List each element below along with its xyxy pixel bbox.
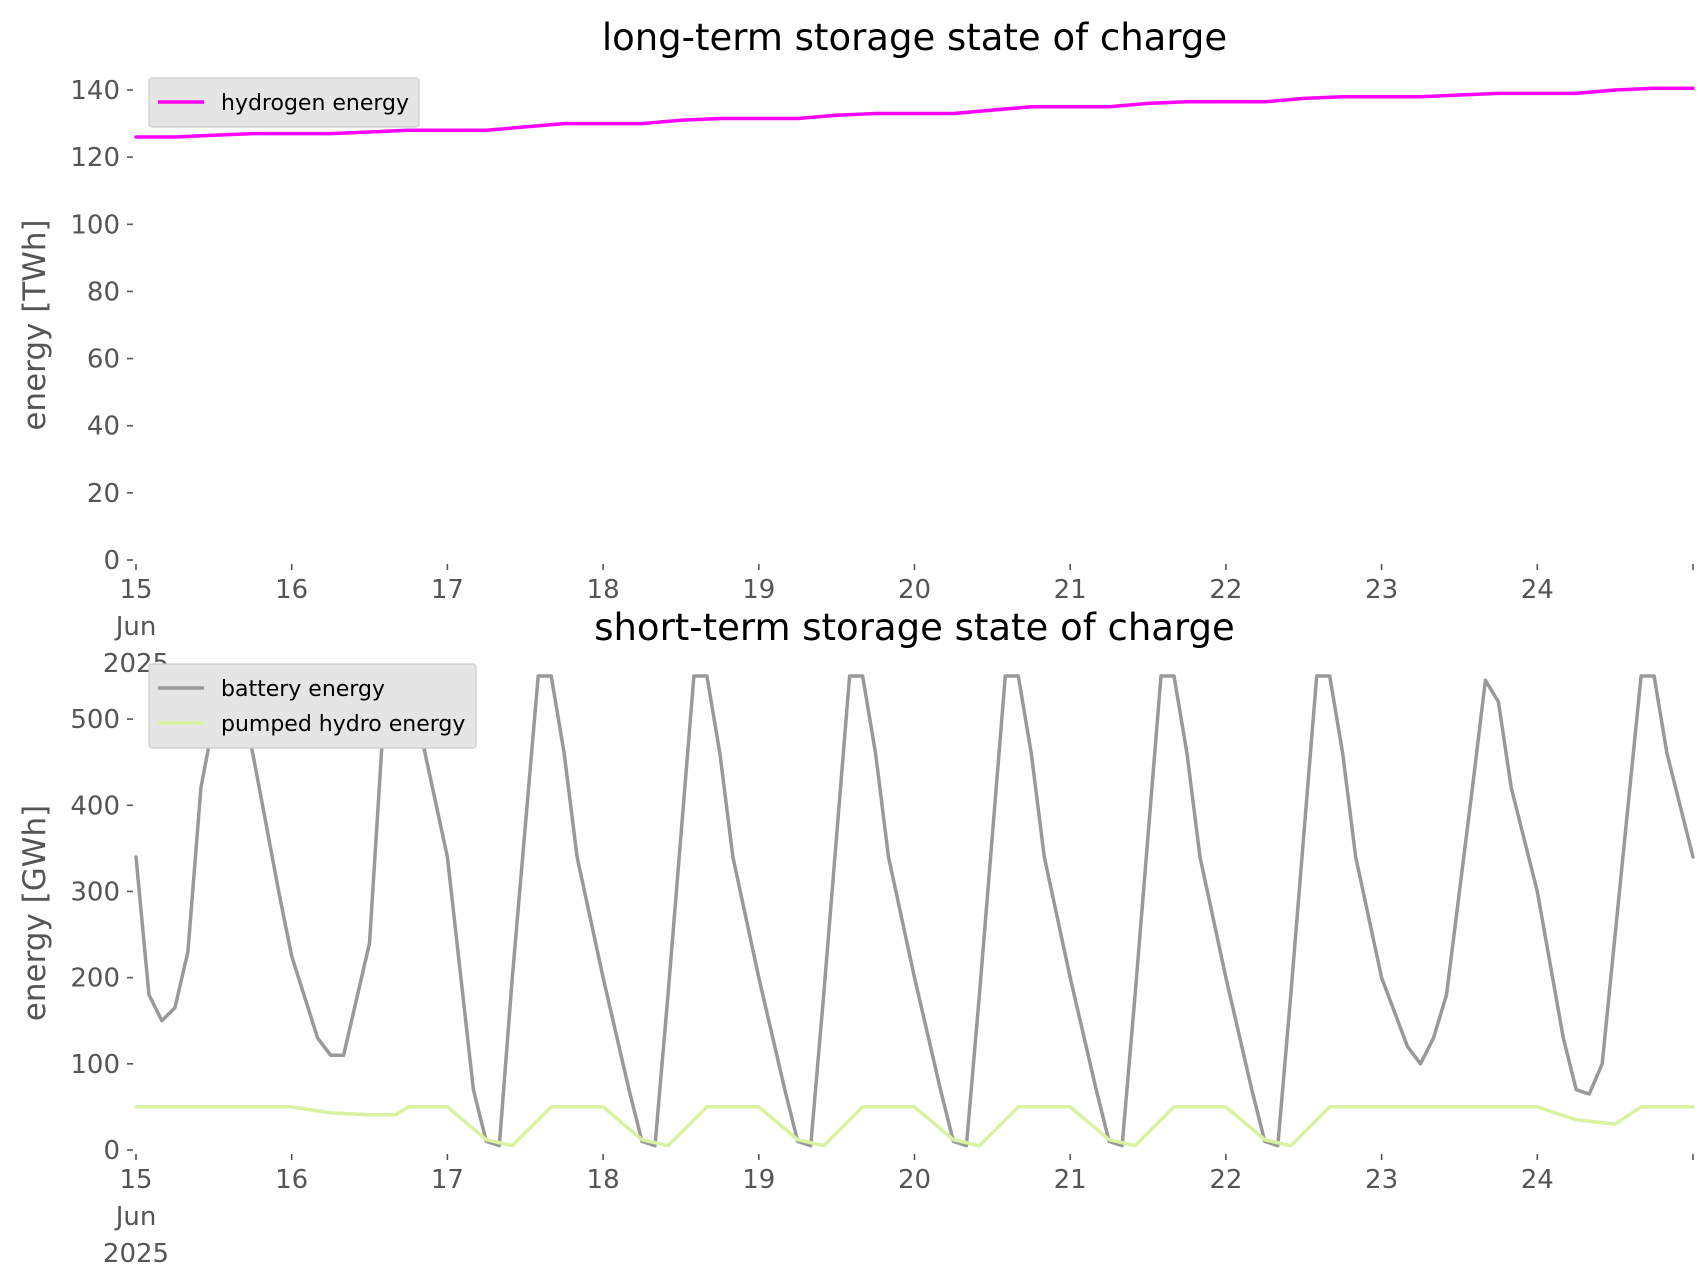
- x-tick-label: 22: [1209, 1165, 1242, 1195]
- x-tick-label: 21: [1054, 575, 1087, 605]
- x-tick-label: 20: [898, 1165, 931, 1195]
- x-tick-label: 23: [1365, 575, 1398, 605]
- series-line-battery-energy: [134, 674, 1695, 1148]
- x-tick-label: 17: [431, 1165, 464, 1195]
- legend-label: pumped hydro energy: [221, 712, 465, 737]
- series-line-pumped-hydro-energy: [134, 1105, 1695, 1148]
- legend: [148, 77, 420, 128]
- x-tick-label: 16: [275, 1165, 308, 1195]
- y-axis-label: energy [GWh]: [17, 805, 53, 1021]
- x-tick-label: Jun: [114, 612, 157, 642]
- y-tick-label: 200: [70, 964, 120, 994]
- x-tick-label: 22: [1209, 575, 1242, 605]
- y-tick-label: 300: [70, 877, 120, 907]
- y-tick-label: 140: [70, 76, 120, 106]
- y-axis-label: energy [TWh]: [17, 219, 53, 430]
- long-term-chart: long-term storage state of charge energy …: [17, 16, 1695, 679]
- x-tick-label: 20: [898, 575, 931, 605]
- x-tick-label: 15: [119, 1165, 152, 1195]
- y-tick-label: 120: [70, 143, 120, 173]
- chart-title: long-term storage state of charge: [602, 16, 1227, 59]
- x-tick-label: 18: [587, 1165, 620, 1195]
- short-term-chart: short-term storage state of charge energy…: [17, 606, 1695, 1269]
- x-tick-label: 16: [275, 575, 308, 605]
- x-tick-label: 15: [119, 575, 152, 605]
- y-tick-label: 40: [87, 412, 120, 442]
- series-line-hydrogen-energy: [134, 86, 1695, 139]
- legend: [148, 663, 477, 749]
- y-tick-label: 400: [70, 791, 120, 821]
- y-tick-label: 0: [103, 1136, 120, 1166]
- y-tick-label: 100: [70, 1050, 120, 1080]
- x-tick-label: 24: [1521, 1165, 1554, 1195]
- y-tick-label: 0: [103, 546, 120, 576]
- x-tick-label: 18: [587, 575, 620, 605]
- x-tick-label: 2025: [103, 1239, 169, 1269]
- chart-title: short-term storage state of charge: [594, 606, 1235, 649]
- y-tick-label: 80: [87, 277, 120, 307]
- y-tick-label: 100: [70, 210, 120, 240]
- x-tick-label: 19: [742, 575, 775, 605]
- y-tick-label: 500: [70, 705, 120, 735]
- legend-label: hydrogen energy: [221, 91, 409, 116]
- y-tick-label: 60: [87, 345, 120, 375]
- legend-label: battery energy: [221, 677, 385, 702]
- x-tick-label: 19: [742, 1165, 775, 1195]
- x-tick-label: 24: [1521, 575, 1554, 605]
- x-tick-label: 23: [1365, 1165, 1398, 1195]
- y-tick-label: 20: [87, 479, 120, 509]
- x-tick-label: Jun: [114, 1202, 157, 1232]
- x-tick-label: 21: [1054, 1165, 1087, 1195]
- x-tick-label: 17: [431, 575, 464, 605]
